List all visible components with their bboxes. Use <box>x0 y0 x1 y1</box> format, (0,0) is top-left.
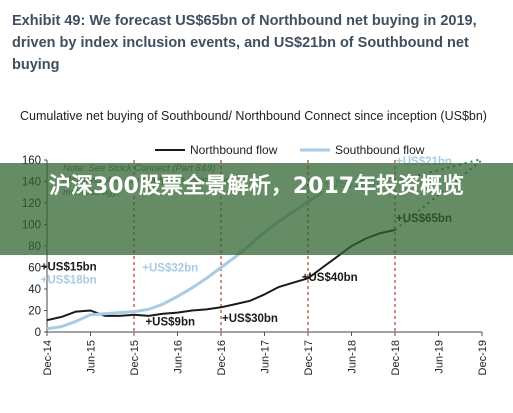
series-line-0 <box>46 228 396 322</box>
x-tick-label: Dec-18 <box>390 340 402 375</box>
x-tick-label: Jun-18 <box>347 340 359 374</box>
x-tick-label: Dec-17 <box>303 340 315 375</box>
overlay-banner-text: 沪深300股票全景解析，2017年投资概览 <box>48 174 465 199</box>
x-tick-label: Dec-19 <box>477 340 489 375</box>
legend-label-1: Southbound flow <box>335 143 425 157</box>
annotation-label: +US$15bn <box>41 261 97 273</box>
annotation-label: +US$32bn <box>142 263 198 275</box>
annotation-label: +US$9bn <box>145 316 195 328</box>
x-tick-label: Jun-19 <box>434 340 446 374</box>
x-tick-label: Jun-16 <box>173 340 185 374</box>
legend-label-0: Northbound flow <box>190 143 278 157</box>
x-tick-label: Dec-14 <box>42 340 54 375</box>
y-tick-label: 20 <box>28 306 41 318</box>
y-tick-label: 0 <box>35 327 41 339</box>
x-tick-label: Dec-15 <box>129 340 141 375</box>
annotation-label: +US$18bn <box>41 274 97 286</box>
x-tick-label: Jun-15 <box>86 340 98 374</box>
y-tick-label: 60 <box>28 263 41 275</box>
chart-title: Cumulative net buying of Southbound/ Nor… <box>20 109 487 123</box>
x-tick-label: Dec-16 <box>216 340 228 375</box>
y-tick-label: 40 <box>28 284 41 296</box>
x-tick-label: Jun-17 <box>260 340 272 374</box>
annotation-label: +US$30bn <box>222 313 278 325</box>
overlay-banner <box>0 163 513 255</box>
annotation-label: +US$40bn <box>302 272 358 284</box>
exhibit-title: Exhibit 49: We forecast US$65bn of North… <box>12 13 477 73</box>
